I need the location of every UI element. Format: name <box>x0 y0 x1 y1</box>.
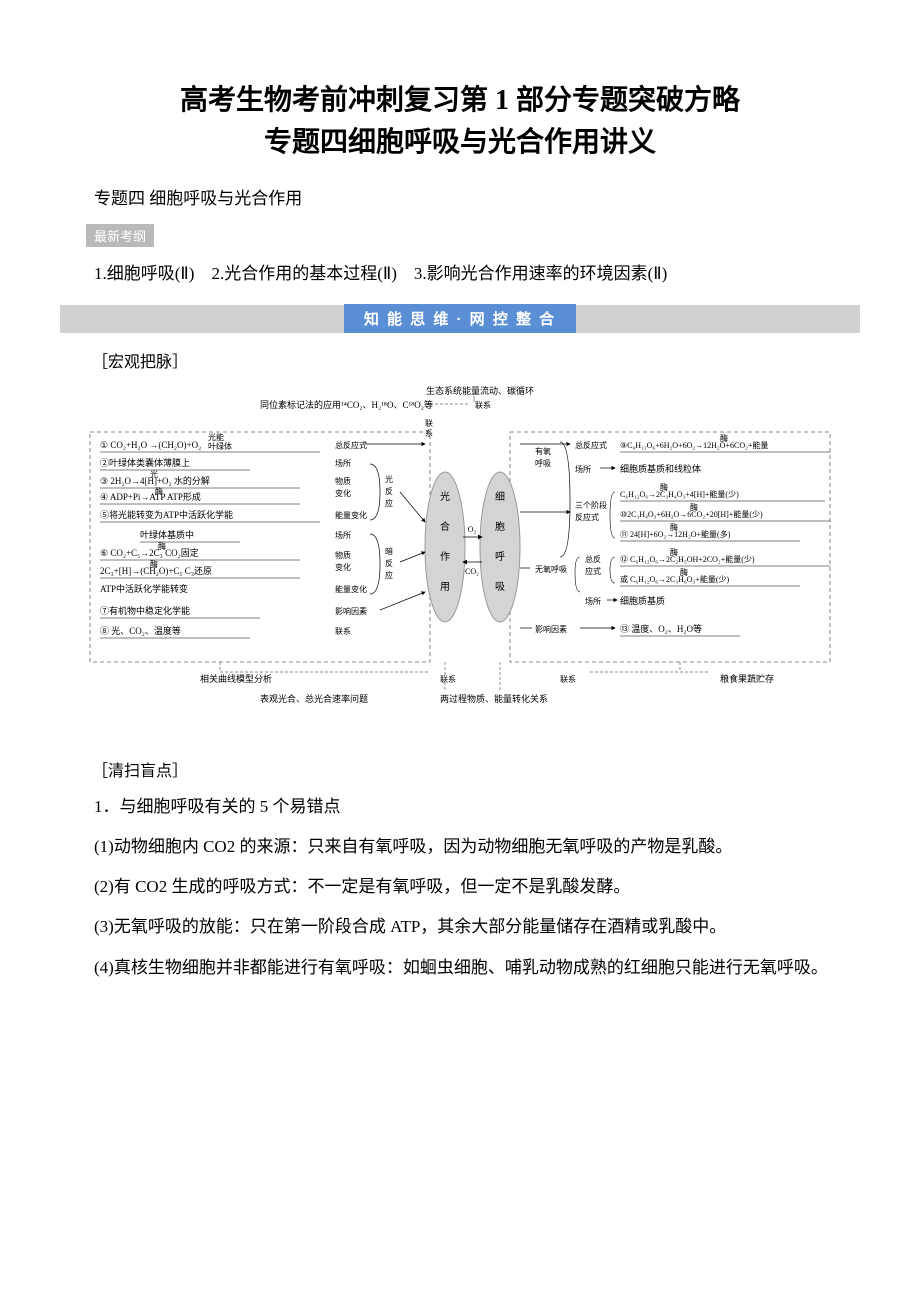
section-bar-label: 知 能 思 维 · 网 控 整 合 <box>344 304 576 333</box>
right-ellipse-char2: 胞 <box>495 521 505 533</box>
right-item-9: ⑬ 温度、O₂、H₂O等 <box>620 623 702 634</box>
left-ellipse-char1: 光 <box>440 490 450 503</box>
left-ann-mei1: 酶 <box>155 486 163 496</box>
title-line-1: 高考生物考前冲刺复习第 1 部分专题突破方略 <box>180 85 740 116</box>
right-item-1: ⑨C₆H₁₂O₆+6H₂O+6O₂→12H₂O+6CO₂+能量 <box>620 440 768 450</box>
right-ann-mei1: 酶 <box>720 433 728 443</box>
left-item-2: ②叶绿体类囊体薄膜上 <box>100 457 190 468</box>
left-ann-yingx: 影响因素 <box>335 606 367 616</box>
diagram-isotope-label: 同位素标记法的应用¹⁴CO₂、H₂¹⁸O、C¹⁸O₂等 <box>260 399 433 410</box>
right-ann-mei4: 酶 <box>670 522 678 532</box>
left-item-6: 叶绿体基质中 <box>140 529 194 540</box>
right-sange-1: 三个阶段 <box>575 500 607 510</box>
left-item-11: ⑧ 光、CO₂、温度等 <box>100 625 181 636</box>
left-guangfan-1: 光 <box>385 474 393 484</box>
left-ellipse-char4: 用 <box>440 582 450 593</box>
left-guangfan-3: 应 <box>385 498 393 508</box>
left-ann-bianhua1: 变化 <box>335 488 351 498</box>
point-1-2: (2)有 CO2 生成的呼吸方式：不一定是有氧呼吸，但一定不是乳酸发酵。 <box>60 871 860 903</box>
right-ann-yingx: 影响因素 <box>535 624 567 634</box>
bottom-quxian: 相关曲线模型分析 <box>200 673 272 684</box>
lianxi-small: 联 <box>425 419 433 428</box>
point-1-3: (3)无氧呼吸的放能：只在第一阶段合成 ATP，其余大部分能量储存在酒精或乳酸中… <box>60 911 860 943</box>
left-item-5: ⑤将光能转变为ATP中活跃化学能 <box>100 509 233 520</box>
left-item-10: ⑦有机物中稳定化学能 <box>100 605 190 616</box>
right-youyang-2: 呼吸 <box>535 458 551 468</box>
point-1-title: 1．与细胞呼吸有关的 5 个易错点 <box>60 791 860 823</box>
left-ann-guangneng: 光能 <box>208 432 224 442</box>
right-ann-mei3: 酶 <box>690 502 698 512</box>
right-ann-zongfan2: 应式 <box>585 566 601 576</box>
left-item-9: ATP中活跃化学能转变 <box>100 583 188 594</box>
right-item-7: 或 C₆H₁₂O₆→2C₃H₆O₃+能量(少) <box>620 574 729 584</box>
right-item-8: 细胞质基质 <box>620 595 665 606</box>
left-anfan-3: 应 <box>385 570 393 580</box>
right-ann-mei5: 酶 <box>670 547 678 557</box>
right-ellipse-char4: 吸 <box>495 582 505 593</box>
right-ann-chang2: 场所 <box>585 596 601 606</box>
left-anfan-2: 反 <box>385 558 393 568</box>
bottom-lianxi1: 联系 <box>440 674 456 684</box>
right-ann-mei6: 酶 <box>680 567 688 577</box>
title-line-2: 专题四细胞呼吸与光合作用讲义 <box>264 127 656 158</box>
left-ann-chang1: 场所 <box>335 458 351 468</box>
diagram-svg: 生态系统能量流动、碳循环 同位素标记法的应用¹⁴CO₂、H₂¹⁸O、C¹⁸O₂等… <box>80 382 840 732</box>
syllabus-tag: 最新考纲 <box>86 224 154 247</box>
syllabus-text: 1.细胞呼吸(Ⅱ) 2.光合作用的基本过程(Ⅱ) 3.影响光合作用速率的环境因素… <box>60 259 860 290</box>
right-ann-chang1: 场所 <box>575 464 591 474</box>
left-ann-neng2: 能量变化 <box>335 584 367 594</box>
bottom-liang: 两过程物质、能量转化关系 <box>440 693 548 704</box>
right-ellipse-char1: 细 <box>495 490 505 503</box>
left-item-4: ④ ADP+Pi→ATP ATP形成 <box>100 491 201 502</box>
left-ann-guang: 光 <box>150 469 158 479</box>
right-ellipse-char3: 呼 <box>495 551 505 563</box>
right-ann-zong: 总反应式 <box>575 440 607 450</box>
right-item-6: ⑫ C₆H₁₂O₆→2C₂H₅OH+2CO₂+能量(少) <box>620 554 755 564</box>
macro-label: ［宏观把脉］ <box>92 348 860 372</box>
lianxi-small2: 系 <box>425 428 433 438</box>
left-ann-wuzhi1: 物质 <box>335 476 351 486</box>
right-ann-zongfan1: 总反 <box>585 554 601 564</box>
right-ann-mei2: 酶 <box>660 482 668 492</box>
left-ellipse-char3: 作 <box>440 551 450 563</box>
left-ann-mei2: 酶 <box>158 541 166 551</box>
bottom-liangshi: 粮食果蔬贮存 <box>720 673 774 684</box>
right-item-2: 细胞质基质和线粒体 <box>620 463 701 474</box>
left-ann-zong: 总反应式 <box>335 440 367 450</box>
bottom-lianxi2: 联系 <box>560 674 576 684</box>
left-ann-bianhua2: 变化 <box>335 562 351 572</box>
left-ellipse-char2: 合 <box>440 520 450 533</box>
left-item-1: ① CO₂+H₂O →(CH₂O)+O₂ <box>100 440 201 450</box>
right-item-3: C₆H₁₂O₆→2C₃H₄O₃+4[H]+能量(少) <box>620 489 739 499</box>
blind-label: ［清扫盲点］ <box>92 757 860 781</box>
left-ann-wuzhi2: 物质 <box>335 550 351 560</box>
left-ann-lianxi: 联系 <box>335 626 351 636</box>
left-ann-neng1: 能量变化 <box>335 510 367 520</box>
section-bar: 知 能 思 维 · 网 控 整 合 <box>60 305 860 333</box>
left-guangfan-2: 反 <box>385 486 393 496</box>
left-ann-yelvti: 叶绿体 <box>208 441 232 451</box>
point-1-4: (4)真核生物细胞并非都能进行有氧呼吸：如蛔虫细胞、哺乳动物成熟的红细胞只能进行… <box>60 952 860 984</box>
left-ann-chang2: 场所 <box>335 530 351 540</box>
right-wuyang: 无氧呼吸 <box>535 564 567 574</box>
bottom-biaoguang: 表观光合、总光合速率问题 <box>260 693 368 704</box>
point-1-1: (1)动物细胞内 CO2 的来源：只来自有氧呼吸，因为动物细胞无氧呼吸的产物是乳… <box>60 831 860 863</box>
co2-label: CO₂ <box>465 567 479 576</box>
diagram-top-label: 生态系统能量流动、碳循环 <box>426 385 534 396</box>
right-sange-2: 反应式 <box>575 512 599 522</box>
left-anfan-1: 暗 <box>385 546 393 556</box>
right-youyang-1: 有氧 <box>535 446 551 456</box>
left-item-7: ⑥ CO₂+C₅→2C₃ CO₂固定 <box>100 547 199 558</box>
diagram-lianxi-top: 联系 <box>475 400 491 410</box>
page-title: 高考生物考前冲刺复习第 1 部分专题突破方略 专题四细胞呼吸与光合作用讲义 <box>60 80 860 164</box>
subtitle: 专题四 细胞呼吸与光合作用 <box>60 184 860 209</box>
left-ann-mei3: 酶 <box>150 559 158 569</box>
o2-label: O₂ <box>468 525 477 534</box>
concept-diagram: 生态系统能量流动、碳循环 同位素标记法的应用¹⁴CO₂、H₂¹⁸O、C¹⁸O₂等… <box>80 382 840 737</box>
